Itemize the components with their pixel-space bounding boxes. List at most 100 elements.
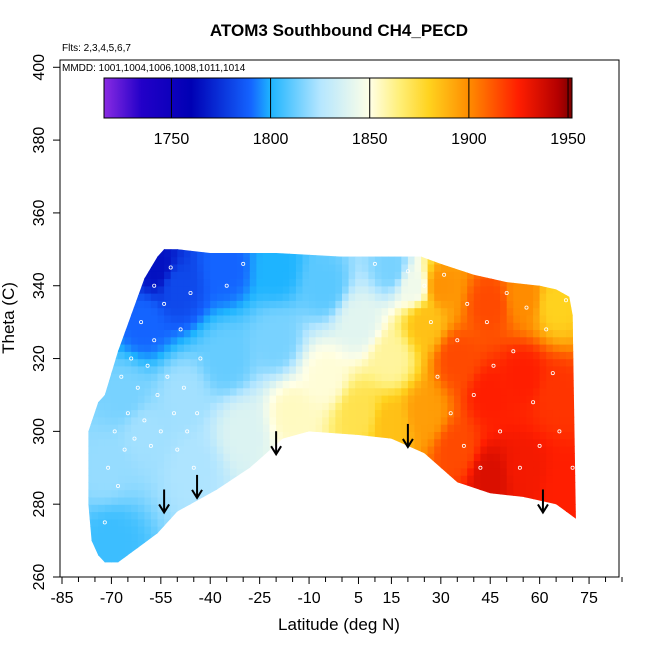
field-cell xyxy=(111,285,119,294)
field-cell xyxy=(381,351,389,360)
field-cell xyxy=(295,467,304,476)
field-cell xyxy=(164,431,172,440)
field-cell xyxy=(368,416,376,425)
field-cell xyxy=(388,249,396,258)
field-cell xyxy=(177,271,185,280)
field-cell xyxy=(506,249,514,250)
field-cell xyxy=(91,387,99,396)
field-cell xyxy=(513,489,521,498)
field-cell xyxy=(289,540,297,549)
field-cell xyxy=(421,285,429,294)
field-cell xyxy=(164,511,172,520)
field-cell xyxy=(88,402,93,411)
field-cell xyxy=(559,460,567,469)
field-cell xyxy=(460,387,468,396)
field-cell xyxy=(249,387,257,396)
field-cell xyxy=(342,496,350,505)
field-cell xyxy=(355,344,363,352)
field-cell xyxy=(157,395,165,403)
field-cell xyxy=(447,322,455,330)
field-cell xyxy=(282,351,290,360)
field-cell xyxy=(546,351,554,360)
field-cell xyxy=(506,358,514,367)
field-cell xyxy=(401,431,409,440)
field-cell xyxy=(572,395,576,403)
field-cell xyxy=(150,249,159,250)
field-cell xyxy=(388,467,396,476)
field-cell xyxy=(91,380,99,389)
field-cell xyxy=(216,555,224,563)
field-cell xyxy=(150,489,159,498)
field-cell xyxy=(368,540,376,549)
field-cell xyxy=(302,467,310,476)
field-cell xyxy=(223,460,231,469)
field-cell xyxy=(361,256,369,265)
field-cell xyxy=(434,424,442,432)
field-cell xyxy=(414,445,422,454)
field-cell xyxy=(197,395,205,403)
field-cell xyxy=(183,373,192,381)
field-cell xyxy=(355,453,363,462)
field-cell xyxy=(88,387,93,396)
field-cell xyxy=(374,489,383,498)
field-cell xyxy=(434,365,442,374)
observation-point xyxy=(537,443,542,448)
field-cell xyxy=(447,555,455,563)
field-cell xyxy=(361,489,369,498)
field-cell xyxy=(355,460,363,469)
field-cell xyxy=(118,467,126,476)
field-cell xyxy=(374,249,383,258)
field-cell xyxy=(197,314,205,323)
field-cell xyxy=(427,402,435,411)
field-cell xyxy=(434,496,442,505)
field-cell xyxy=(315,496,323,505)
observation-point xyxy=(471,392,476,397)
field-cell xyxy=(210,278,218,287)
field-cell xyxy=(381,533,389,542)
field-cell xyxy=(460,409,468,418)
field-cell xyxy=(236,351,244,360)
field-cell xyxy=(335,263,343,272)
field-cell xyxy=(572,271,576,280)
field-cell xyxy=(401,424,409,432)
field-cell xyxy=(480,300,488,309)
field-cell xyxy=(546,329,554,338)
field-cell xyxy=(566,482,574,491)
field-cell xyxy=(124,293,132,301)
field-cell xyxy=(368,329,376,338)
field-cell xyxy=(111,482,119,491)
field-cell xyxy=(256,285,264,294)
field-cell xyxy=(328,395,336,403)
field-cell xyxy=(434,402,442,411)
field-cell xyxy=(282,547,290,556)
field-cell xyxy=(513,424,521,432)
field-cell xyxy=(480,518,488,527)
observation-point xyxy=(428,320,433,325)
field-cell xyxy=(223,344,231,352)
field-cell xyxy=(98,518,106,527)
field-cell xyxy=(104,453,112,462)
field-cell xyxy=(269,533,277,542)
field-cell xyxy=(342,511,350,520)
field-cell xyxy=(104,380,112,389)
field-cell xyxy=(526,344,534,352)
field-cell xyxy=(500,511,508,520)
field-cell xyxy=(98,358,106,367)
field-cell xyxy=(546,431,554,440)
field-cell xyxy=(368,380,376,389)
field-cell xyxy=(144,504,152,513)
field-cell xyxy=(526,453,534,462)
field-cell xyxy=(164,467,172,476)
field-cell xyxy=(572,329,576,338)
field-cell xyxy=(230,336,238,345)
field-cell xyxy=(355,438,363,447)
field-cell xyxy=(164,496,172,505)
field-cell xyxy=(322,285,330,294)
field-cell xyxy=(295,351,304,360)
field-cell xyxy=(210,358,218,367)
field-cell xyxy=(295,380,304,389)
observation-point xyxy=(148,443,153,448)
field-cell xyxy=(348,263,356,272)
field-cell xyxy=(559,344,567,352)
field-cell xyxy=(223,329,231,338)
